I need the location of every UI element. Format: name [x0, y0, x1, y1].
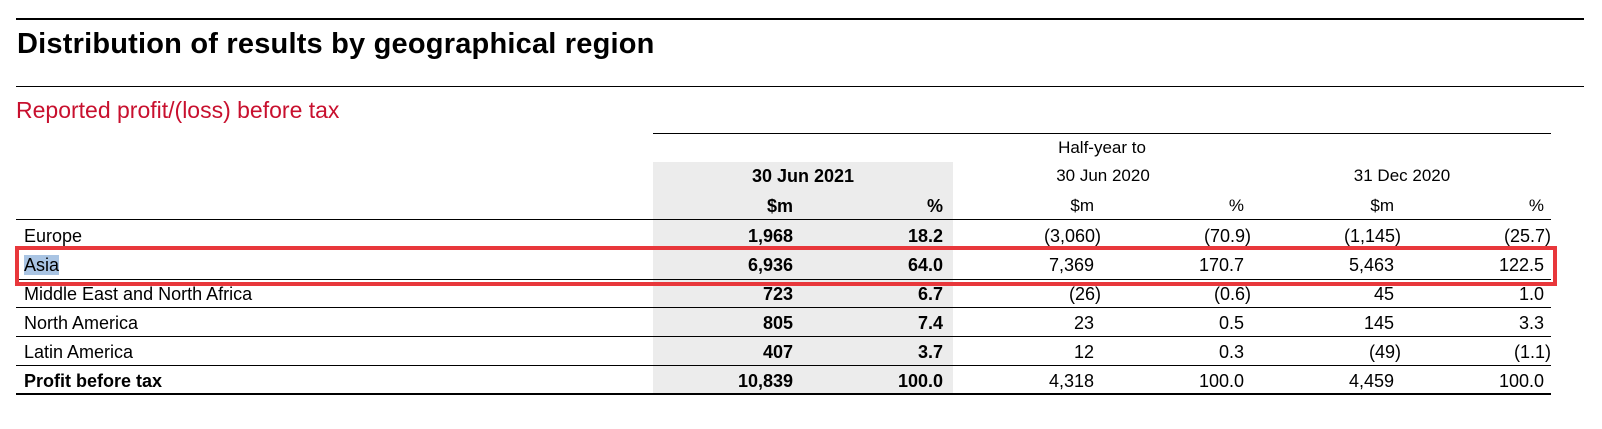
pct-current: 18.2: [907, 226, 943, 246]
pct-current: 3.7: [917, 342, 943, 362]
value-current: 1,968: [747, 226, 793, 246]
value-year-end: 45: [1373, 284, 1394, 304]
value-current: 723: [762, 284, 793, 304]
unit-header-prior: $m: [1070, 196, 1094, 215]
row-label: Profit before tax: [24, 371, 163, 391]
value-year-end: 145: [1363, 313, 1394, 333]
section-title: Reported profit/(loss) before tax: [16, 97, 340, 123]
pct-prior: 170.7: [1198, 255, 1244, 275]
bottom-rule: [16, 393, 1551, 395]
period-header-prior: 30 Jun 2020: [1056, 166, 1150, 185]
value-current: 6,936: [747, 255, 793, 275]
value-year-end: 5,463: [1348, 255, 1394, 275]
pct-year-end: 1.0: [1518, 284, 1544, 304]
title-rule: [16, 86, 1584, 87]
unit-header-year-end: $m: [1370, 196, 1394, 215]
group-header-rule: [653, 133, 1551, 134]
value-year-end: (49): [1368, 342, 1401, 362]
header-rule: [16, 219, 1551, 220]
highlight-annotation-box: [15, 246, 1557, 286]
pct-current: 7.4: [917, 313, 943, 333]
top-rule: [16, 18, 1584, 20]
selected-text[interactable]: Asia: [24, 255, 60, 275]
pct-current: 64.0: [907, 255, 943, 275]
period-header-current: 30 Jun 2021: [751, 166, 855, 186]
row-label: Asia: [24, 255, 60, 275]
row-label: Latin America: [24, 342, 134, 362]
period-header-year-end: 31 Dec 2020: [1353, 166, 1451, 185]
pct-year-end: (1.1): [1513, 342, 1551, 362]
value-prior: (3,060): [1043, 226, 1101, 246]
value-year-end: (1,145): [1343, 226, 1401, 246]
row-rule: [16, 336, 1551, 337]
value-current: 805: [762, 313, 793, 333]
pct-prior: (70.9): [1203, 226, 1251, 246]
value-prior: 12: [1073, 342, 1094, 362]
pct-header-prior: %: [1228, 196, 1244, 215]
current-period-highlight: [653, 162, 953, 395]
value-current: 10,839: [737, 371, 793, 391]
pct-current: 6.7: [917, 284, 943, 304]
row-label: North America: [24, 313, 139, 333]
row-label: Middle East and North Africa: [24, 284, 253, 304]
pct-current: 100.0: [897, 371, 943, 391]
value-year-end: 4,459: [1348, 371, 1394, 391]
pct-header-current: %: [926, 196, 943, 216]
pct-year-end: 122.5: [1498, 255, 1544, 275]
value-current: 407: [762, 342, 793, 362]
value-prior: (26): [1068, 284, 1101, 304]
unit-header-current: $m: [766, 196, 793, 216]
row-rule: [16, 279, 1551, 280]
value-prior: 7,369: [1048, 255, 1094, 275]
group-header: Half-year to: [1058, 138, 1146, 157]
pct-year-end: (25.7): [1503, 226, 1551, 246]
pct-prior: 0.5: [1218, 313, 1244, 333]
pct-prior: 100.0: [1198, 371, 1244, 391]
page-title: Distribution of results by geographical …: [17, 28, 655, 60]
row-rule: [16, 365, 1551, 366]
row-label: Europe: [24, 226, 83, 246]
row-rule: [16, 307, 1551, 308]
value-prior: 4,318: [1048, 371, 1094, 391]
pct-year-end: 100.0: [1498, 371, 1544, 391]
pct-prior: (0.6): [1213, 284, 1251, 304]
value-prior: 23: [1073, 313, 1094, 333]
pct-prior: 0.3: [1218, 342, 1244, 362]
pct-year-end: 3.3: [1518, 313, 1544, 333]
pct-header-year-end: %: [1528, 196, 1544, 215]
